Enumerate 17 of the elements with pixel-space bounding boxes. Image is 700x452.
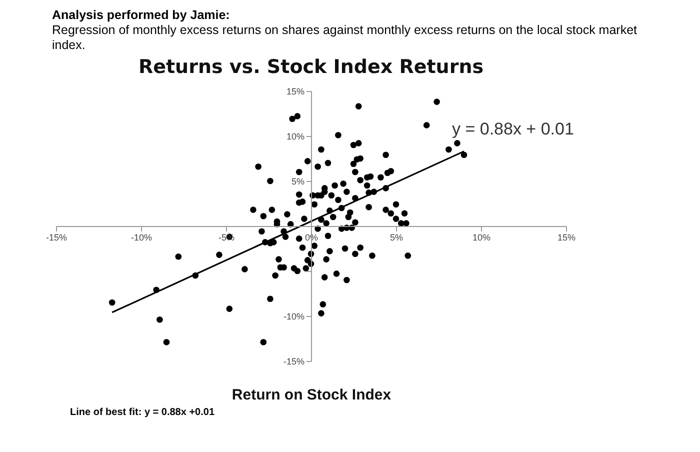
y-tick-label: 5% — [291, 176, 304, 186]
y-tick-label: 10% — [286, 132, 304, 142]
y-tick-label: -15% — [283, 356, 304, 366]
x-tick-label: 0% — [304, 232, 318, 242]
text: Line of best fit: y = 0.88x +0.01 — [70, 407, 216, 418]
x-tick-label: 15% — [557, 232, 576, 242]
y-tick-label: -10% — [283, 312, 304, 322]
x-tick-label: -10% — [130, 232, 152, 242]
text: Analysis performed by Jamie: — [52, 8, 231, 23]
x-tick-label: 10% — [472, 232, 491, 242]
text: Regression of monthly excess returns on shares against monthly excess returns on the local stock market index. — [52, 23, 638, 53]
x-tick-label: 5% — [390, 232, 404, 242]
chart-title: Returns vs. Stock Index Returns — [138, 56, 484, 78]
x-tick-label: -15% — [46, 232, 68, 242]
y-tick-label: 15% — [286, 86, 304, 96]
x-axis-title: Return on Stock Index — [232, 386, 392, 404]
annotation: y = 0.88x + 0.01 — [452, 119, 574, 138]
